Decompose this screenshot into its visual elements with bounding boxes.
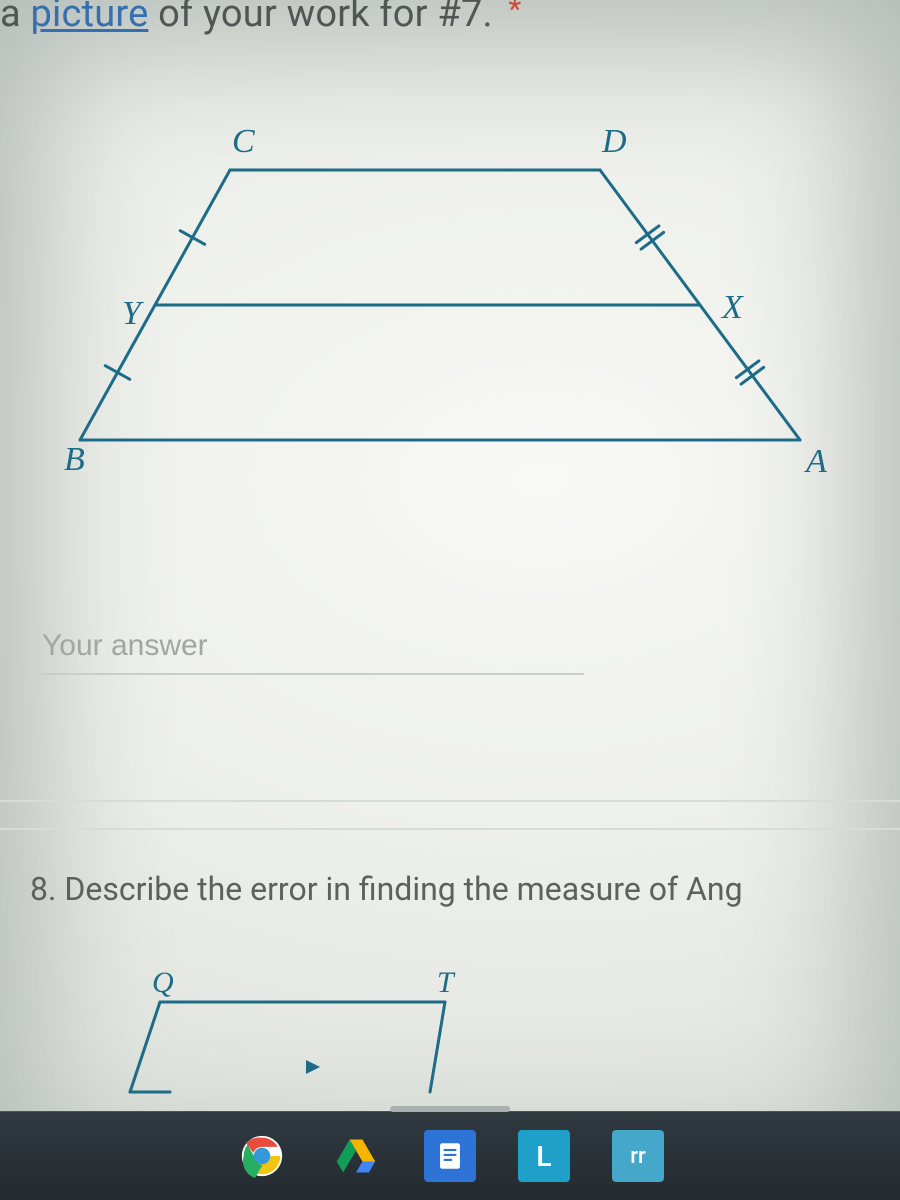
title-text: a xyxy=(0,0,31,36)
svg-text:T: T xyxy=(437,972,456,999)
trapezoid-svg: B A C D Y X xyxy=(40,120,840,500)
svg-text:Q: Q xyxy=(152,972,174,999)
answer-input[interactable] xyxy=(40,625,584,675)
trapezoid-diagram: B A C D Y X xyxy=(40,120,840,500)
taskbar-handle xyxy=(390,1106,510,1112)
chrome-icon[interactable] xyxy=(236,1130,288,1182)
required-asterisk: * xyxy=(508,0,521,27)
svg-text:Y: Y xyxy=(122,295,144,332)
svg-text:A: A xyxy=(804,443,827,480)
app-rr-icon[interactable]: rr xyxy=(612,1130,664,1182)
question-8-text: 8. Describe the error in finding the mea… xyxy=(30,870,900,908)
form-page: a picture of your work for #7. * BACDYX … xyxy=(0,0,900,1200)
svg-text:B: B xyxy=(64,441,85,478)
taskbar: Lrr xyxy=(0,1111,900,1200)
svg-text:C: C xyxy=(232,123,255,160)
svg-text:D: D xyxy=(601,123,627,160)
drive-icon[interactable] xyxy=(330,1130,382,1182)
answer-field-wrap xyxy=(40,625,870,675)
card-divider xyxy=(0,800,900,802)
question-7-title: a picture of your work for #7. * xyxy=(0,0,522,36)
picture-link[interactable]: picture xyxy=(31,0,149,36)
title-text-2: of your work for #7. xyxy=(148,0,492,36)
card-divider xyxy=(0,828,900,830)
docs-icon[interactable] xyxy=(424,1130,476,1182)
svg-text:X: X xyxy=(720,289,744,326)
app-L-icon[interactable]: L xyxy=(518,1130,570,1182)
question-8-diagram: QT xyxy=(100,972,800,1112)
q8-svg: QT xyxy=(100,972,800,1112)
